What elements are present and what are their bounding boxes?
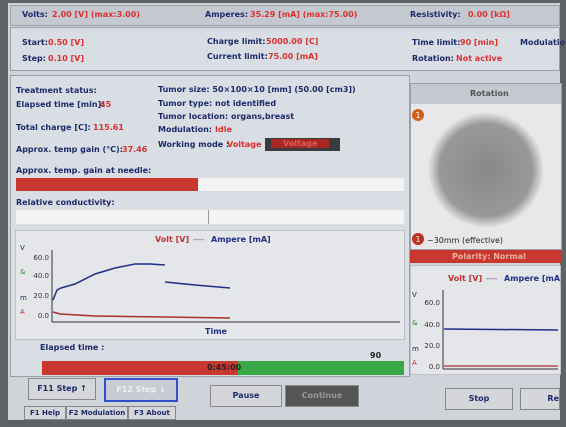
value: 37.46 [122,145,148,154]
y-tick-label: 60.0 [424,299,440,307]
axis-letter: V [20,244,25,252]
value: 115.61 [93,123,124,132]
label: Working mode : [158,140,230,149]
value: 2.00 [V] (max:3.00) [52,10,140,19]
effective-label: ~30mm (effective) [427,236,503,245]
value: 45 [100,100,112,109]
marker-label: 1 [415,111,420,120]
value: 90 [370,351,382,360]
value: Idle [215,125,232,134]
small-chart: Volt [V] ---- Ampere [mA] V & m A 60.0 4… [410,265,561,375]
value: 0.10 [V] [48,54,85,63]
label: Charge limit: [207,37,266,46]
label: Start: [22,38,48,47]
main-chart: Volt [V] ---- Ampere [mA] V & m A 60.0 4… [15,230,405,340]
axis-letter: & [412,319,418,327]
label: Relative conductivity: [16,198,115,207]
legend-volt: Volt [V] [448,274,482,283]
value: 75.00 [mA] [268,52,318,61]
text: Tumor type: not identified [158,99,277,108]
button-label: Voltage [271,139,330,148]
value: Not active [456,54,503,63]
title: Rotation [470,89,509,98]
axis-letter: A [20,308,25,316]
x-axis-label: Time [205,327,228,336]
value: Voltage [227,140,262,149]
marker [412,233,424,245]
label: Approx. temp. gain at needle: [16,166,152,175]
step-up-button[interactable]: F11 Step ↑ [28,378,96,400]
label: Elapsed time [min]: [16,100,105,109]
value: 90 [min] [460,38,499,47]
label: Approx. temp gain (°C): [16,145,123,154]
value: 5000.00 [C] [266,37,319,46]
axis-letter: m [412,345,419,353]
ampere-line [164,281,231,289]
text: Tumor size: 50×100×10 [mm] (50.00 [cm3]) [158,85,356,94]
progress-bar: 0:45:00 [42,361,404,375]
y-tick-label: 20.0 [424,342,440,350]
chart-bg [410,265,561,375]
label: Current limit: [207,52,268,61]
axis-letter: A [412,359,417,367]
value: 35.29 [mA] (max:75.00) [250,10,358,19]
marker-label: 1 [415,235,420,244]
label: Time limit: [412,38,461,47]
y-tick-label: 0.0 [38,312,49,320]
legend-volt: Volt [V] [155,235,189,244]
status-bar [10,5,560,26]
legend-sep: ---- [486,274,498,283]
label: Rotation: [412,54,454,63]
other-button[interactable]: Re [520,388,560,410]
label: Treatment status: [16,86,97,95]
step-down-button[interactable]: F12 Step ↓ [104,378,178,402]
temp-fill [16,178,198,191]
label: Elapsed time : [40,343,105,352]
continue-button[interactable]: Continue [285,385,359,407]
legend-ampere: Ampere [mA] [504,274,561,283]
value: 0.50 [V] [48,38,85,47]
y-tick-label: 0.0 [429,363,440,371]
divider [208,210,209,224]
y-tick-label: 60.0 [33,254,49,262]
progress-fill [42,361,238,375]
value: 0.00 [kΩ] [468,10,510,19]
ampere-line [52,263,166,301]
legend-ampere: Ampere [mA] [211,235,271,244]
tab[interactable]: F3 About [128,406,176,420]
pause-button[interactable]: Pause [210,385,282,407]
marker [412,109,424,121]
label: Modulatio [520,38,566,47]
polarity-bar: Polarity: Normal [410,250,561,263]
label: Step: [22,54,46,63]
axis-letter: V [412,291,417,299]
rotation-blob [428,112,544,228]
value: 0:45:00 [207,363,242,372]
tab[interactable]: F1 Help [24,406,66,420]
conductivity-bar [16,210,404,224]
axis-letter: m [20,294,27,302]
rotation-view: 1 1 ~30mm (effective) [412,109,544,245]
value: Polarity: Normal [452,252,526,261]
settings-panel [10,27,560,71]
y-tick-label: 20.0 [33,292,49,300]
volt-line [52,311,231,319]
y-tick-label: 40.0 [33,272,49,280]
label: Volts: [22,10,48,19]
y-tick-label: 40.0 [424,321,440,329]
label: Resistivity: [410,10,461,19]
temp-bar [16,178,404,191]
stop-button[interactable]: Stop [445,388,513,410]
rotation-header [411,84,561,104]
label: Total charge [C]: [16,123,91,132]
text: Tumor location: organs,breast [158,112,295,121]
label: Amperes: [205,10,249,19]
legend-sep: ---- [193,235,205,244]
axis-letter: & [20,268,26,276]
mode-button[interactable]: Voltage [265,138,340,151]
ampere-line [443,328,559,331]
label: Modulation: [158,125,212,134]
tab[interactable]: F2 Modulation [66,406,128,420]
